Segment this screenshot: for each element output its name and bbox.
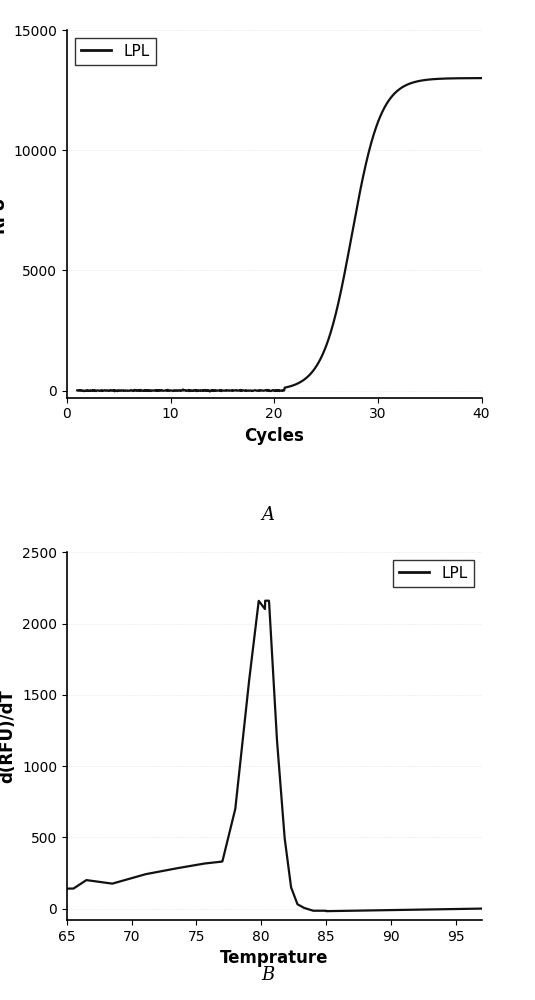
Legend: LPL: LPL <box>393 560 474 587</box>
Legend: LPL: LPL <box>74 38 156 65</box>
Text: A: A <box>261 506 274 524</box>
Y-axis label: RFU: RFU <box>0 195 7 233</box>
Text: B: B <box>261 966 274 984</box>
X-axis label: Cycles: Cycles <box>244 427 304 445</box>
X-axis label: Temprature: Temprature <box>220 949 328 967</box>
Y-axis label: d(RFU)/dT: d(RFU)/dT <box>0 689 17 783</box>
